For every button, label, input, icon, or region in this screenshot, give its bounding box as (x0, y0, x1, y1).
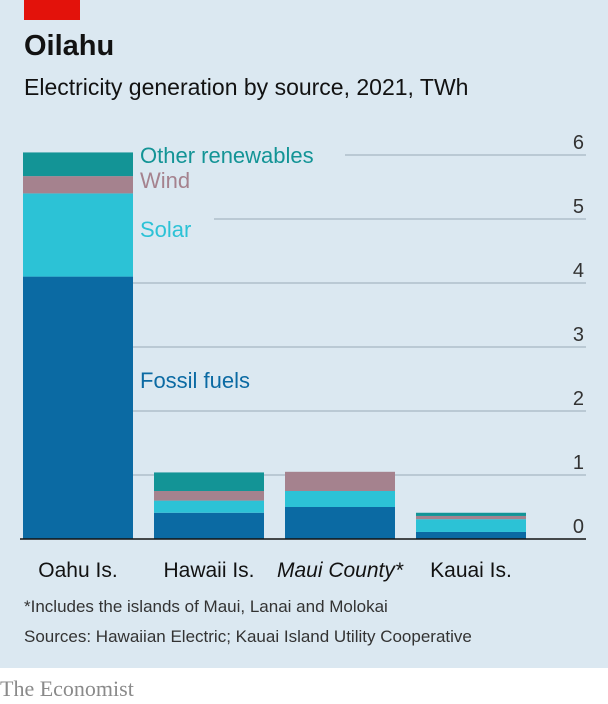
bars (23, 152, 526, 539)
y-tick-label: 0 (573, 516, 584, 538)
bar-segment (285, 491, 395, 507)
bar-segment (285, 471, 395, 491)
series-label: Fossil fuels (140, 368, 250, 393)
bar-segment (285, 507, 395, 539)
chart-title: Oilahu (24, 30, 115, 62)
y-tick-label: 1 (573, 452, 584, 474)
bar-segment (154, 512, 264, 539)
y-tick-label: 3 (573, 324, 584, 346)
bar-segment (23, 193, 133, 277)
bar-segment (23, 152, 133, 177)
bar-segment (416, 531, 526, 539)
publisher-logo: The Economist (0, 676, 134, 701)
series-label: Other renewables (140, 143, 314, 168)
bar-segment (416, 512, 526, 516)
bar-segment (416, 519, 526, 532)
bar-segment (23, 176, 133, 194)
y-tick-label: 5 (573, 196, 584, 218)
brand-tag (24, 0, 80, 20)
category-label: Oahu Is. (38, 559, 117, 582)
series-label: Wind (140, 168, 190, 193)
footnote: *Includes the islands of Maui, Lanai and… (24, 597, 388, 616)
category-label: Hawaii Is. (163, 559, 254, 582)
bar-segment (154, 500, 264, 513)
bar-segment (416, 515, 526, 520)
category-label: Kauai Is. (430, 559, 512, 582)
category-label: Maui County* (277, 559, 404, 582)
y-tick-label: 4 (573, 260, 584, 282)
bar-segment (154, 491, 264, 501)
sources-note: Sources: Hawaiian Electric; Kauai Island… (24, 627, 472, 646)
chart-panel: Oilahu Electricity generation by source,… (0, 0, 608, 668)
bar-segment (154, 472, 264, 491)
y-tick-label: 2 (573, 388, 584, 410)
series-label: Solar (140, 217, 191, 242)
y-tick-label: 6 (573, 132, 584, 154)
bar-segment (23, 276, 133, 539)
category-labels: Oahu Is. Hawaii Is. Maui County* Kauai Is. (38, 559, 512, 582)
chart-subtitle: Electricity generation by source, 2021, … (24, 74, 469, 100)
